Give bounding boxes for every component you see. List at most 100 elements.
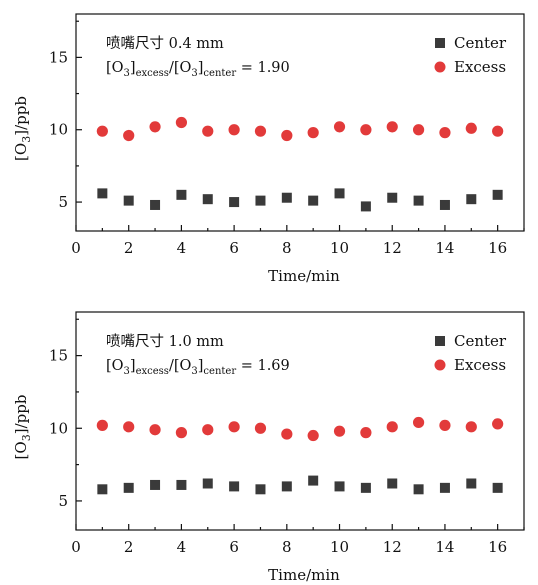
excess-point — [439, 419, 451, 431]
x-tick-label: 6 — [229, 538, 239, 556]
excess-point — [386, 421, 398, 433]
excess-point — [123, 129, 135, 142]
center-point — [150, 199, 161, 210]
center-point — [308, 195, 319, 206]
nozzle-size-annotation: 喷嘴尺寸 0.4 mm — [106, 35, 224, 52]
ratio-annotation: [O3]excess/[O3]center = 1.90 — [106, 60, 290, 79]
excess-point — [281, 129, 293, 142]
excess-point — [281, 428, 293, 440]
chart-panel-1: 0 2 4 6 8 10 12 14 16 5 10 15 Time/min [O3]/ppb 喷嘴尺寸 0… — [12, 13, 525, 285]
center-point — [466, 194, 477, 205]
center-point — [334, 188, 345, 199]
center-point — [360, 482, 371, 493]
y-tick-label: 5 — [58, 492, 68, 510]
x-tick-label: 2 — [124, 538, 134, 556]
y-tick-label: 10 — [49, 121, 68, 139]
legend-marker-center — [435, 336, 445, 346]
x-tick-label: 10 — [330, 239, 349, 257]
x-tick-label: 8 — [282, 538, 292, 556]
x-tick-label: 4 — [177, 538, 187, 556]
center-point — [97, 484, 108, 495]
x-tick-label: 6 — [229, 239, 239, 257]
center-point — [492, 482, 503, 493]
legend-marker-excess — [434, 359, 446, 371]
excess-point — [360, 427, 372, 439]
center-point — [492, 189, 503, 200]
x-tick-label: 2 — [124, 239, 134, 257]
x-tick-label: 0 — [71, 239, 81, 257]
excess-point — [228, 421, 240, 433]
x-tick-label: 0 — [71, 538, 81, 556]
center-point — [281, 192, 292, 203]
legend-marker-center — [435, 38, 445, 48]
excess-point — [465, 122, 477, 134]
excess-point — [492, 418, 504, 430]
excess-point — [439, 127, 451, 139]
excess-point — [149, 121, 161, 133]
excess-point — [96, 419, 108, 431]
y-tick-label: 15 — [49, 347, 68, 365]
center-point — [308, 475, 319, 486]
y-tick-label: 5 — [58, 193, 68, 211]
excess-point — [307, 429, 319, 442]
x-tick-label: 12 — [383, 538, 402, 556]
ratio-annotation: [O3]excess/[O3]center = 1.69 — [106, 358, 290, 377]
excess-point — [123, 421, 135, 433]
excess-point — [412, 416, 425, 429]
excess-point — [492, 125, 504, 137]
excess-point — [202, 424, 214, 436]
legend-label-excess: Excess — [454, 58, 506, 76]
excess-point — [307, 127, 319, 139]
legend-label-center: Center — [454, 34, 507, 52]
plot-frame — [75, 13, 525, 232]
plot-frame — [75, 311, 525, 531]
y-axis-title: [O3]/ppb — [12, 395, 33, 460]
excess-point — [333, 425, 346, 437]
excess-point — [175, 427, 188, 439]
center-point — [334, 481, 345, 492]
center-point — [439, 482, 450, 493]
excess-point — [360, 124, 372, 136]
x-axis-title: Time/min — [268, 566, 340, 584]
excess-point — [254, 422, 267, 434]
x-axis-title: Time/min — [268, 267, 340, 285]
x-tick-label: 16 — [488, 239, 507, 257]
center-point — [413, 195, 424, 206]
excess-point — [465, 421, 477, 433]
x-tick-label: 10 — [330, 538, 349, 556]
center-point — [123, 195, 134, 206]
center-point — [387, 478, 398, 489]
x-tick-label: 14 — [435, 538, 454, 556]
excess-point — [149, 424, 161, 436]
x-tick-label: 12 — [383, 239, 402, 257]
center-point — [466, 478, 477, 489]
center-point — [176, 479, 187, 490]
excess-point — [228, 124, 240, 136]
excess-point — [386, 121, 398, 133]
center-point — [413, 484, 424, 495]
y-tick-label: 15 — [49, 48, 68, 66]
legend-marker-excess — [434, 61, 446, 73]
center-point — [439, 199, 450, 210]
x-tick-label: 4 — [177, 239, 187, 257]
y-axis-title: [O3]/ppb — [12, 96, 33, 161]
excess-point — [333, 121, 346, 133]
center-point — [97, 188, 108, 199]
excess-point — [254, 125, 267, 137]
center-point — [229, 197, 240, 208]
excess-point — [175, 116, 188, 129]
nozzle-size-annotation: 喷嘴尺寸 1.0 mm — [106, 333, 224, 350]
center-point — [176, 189, 187, 200]
x-tick-label: 8 — [282, 239, 292, 257]
center-point — [281, 481, 292, 492]
center-point — [229, 481, 240, 492]
excess-point — [202, 125, 214, 137]
chart-panel-2: 0 2 4 6 8 10 12 14 16 5 10 15 Time/min [O3]/ppb 喷嘴尺寸 1… — [12, 311, 525, 584]
center-point — [123, 482, 134, 493]
center-point — [150, 479, 161, 490]
center-point — [387, 192, 398, 203]
center-point — [255, 484, 266, 495]
center-point — [255, 195, 266, 206]
y-tick-label: 10 — [49, 419, 68, 437]
